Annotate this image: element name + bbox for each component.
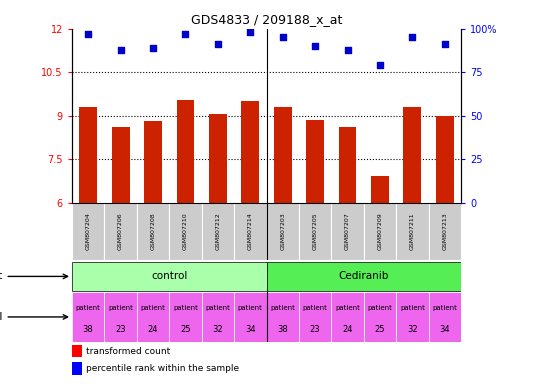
Bar bbox=[266, 203, 299, 260]
Text: GSM807212: GSM807212 bbox=[215, 213, 220, 250]
Bar bbox=[104, 203, 137, 260]
Point bbox=[116, 46, 125, 53]
Bar bbox=[274, 107, 292, 203]
Text: Cediranib: Cediranib bbox=[338, 271, 389, 281]
Text: GSM807214: GSM807214 bbox=[248, 213, 253, 250]
Bar bbox=[176, 100, 195, 203]
Text: patient: patient bbox=[238, 305, 263, 311]
Bar bbox=[371, 177, 389, 203]
Bar bbox=[137, 292, 169, 342]
Point bbox=[311, 43, 319, 49]
Bar bbox=[209, 114, 227, 203]
Text: agent: agent bbox=[0, 271, 68, 281]
Bar bbox=[332, 203, 364, 260]
Bar bbox=[299, 292, 332, 342]
Point bbox=[441, 41, 449, 48]
Text: GSM807209: GSM807209 bbox=[377, 213, 383, 250]
Text: patient: patient bbox=[400, 305, 425, 311]
Bar bbox=[403, 107, 421, 203]
Bar bbox=[299, 203, 332, 260]
Text: 32: 32 bbox=[213, 325, 223, 334]
Text: GSM807205: GSM807205 bbox=[313, 213, 318, 250]
Bar bbox=[169, 203, 201, 260]
Bar bbox=[429, 292, 461, 342]
Text: patient: patient bbox=[76, 305, 101, 311]
Bar bbox=[169, 292, 201, 342]
Bar bbox=[104, 292, 137, 342]
Text: patient: patient bbox=[368, 305, 392, 311]
Bar bbox=[234, 203, 266, 260]
Point bbox=[343, 46, 352, 53]
Bar bbox=[364, 203, 396, 260]
Point bbox=[278, 35, 287, 41]
Bar bbox=[112, 127, 130, 203]
Text: 23: 23 bbox=[115, 325, 126, 334]
Text: 34: 34 bbox=[440, 325, 450, 334]
Bar bbox=[436, 116, 454, 203]
Point bbox=[84, 31, 92, 37]
Text: 24: 24 bbox=[148, 325, 158, 334]
Text: patient: patient bbox=[432, 305, 457, 311]
Bar bbox=[234, 292, 266, 342]
Bar bbox=[201, 292, 234, 342]
Bar bbox=[79, 107, 97, 203]
Bar bbox=[144, 121, 162, 203]
Bar bbox=[201, 203, 234, 260]
Point bbox=[214, 41, 222, 48]
Text: GSM807211: GSM807211 bbox=[410, 213, 415, 250]
Bar bbox=[72, 292, 104, 342]
Bar bbox=[306, 120, 324, 203]
Text: 38: 38 bbox=[83, 325, 94, 334]
Point bbox=[408, 35, 417, 41]
Text: GSM807203: GSM807203 bbox=[280, 213, 285, 250]
Text: patient: patient bbox=[205, 305, 230, 311]
Bar bbox=[396, 203, 429, 260]
Text: patient: patient bbox=[335, 305, 360, 311]
Text: GSM807206: GSM807206 bbox=[118, 213, 123, 250]
Text: transformed count: transformed count bbox=[86, 347, 170, 356]
Text: GSM807208: GSM807208 bbox=[150, 213, 156, 250]
Bar bbox=[72, 203, 104, 260]
Bar bbox=[137, 203, 169, 260]
Bar bbox=[338, 127, 357, 203]
Point bbox=[246, 29, 255, 35]
Bar bbox=[332, 292, 364, 342]
Point bbox=[181, 31, 190, 37]
Text: control: control bbox=[151, 271, 188, 281]
Text: 24: 24 bbox=[342, 325, 353, 334]
Text: GSM807210: GSM807210 bbox=[183, 213, 188, 250]
Text: 34: 34 bbox=[245, 325, 256, 334]
Point bbox=[376, 62, 384, 68]
Bar bbox=[266, 292, 299, 342]
Bar bbox=[266, 262, 461, 291]
Bar bbox=[396, 292, 429, 342]
Text: GSM807213: GSM807213 bbox=[442, 213, 447, 250]
Title: GDS4833 / 209188_x_at: GDS4833 / 209188_x_at bbox=[191, 13, 342, 26]
Bar bbox=[72, 345, 82, 357]
Bar bbox=[364, 292, 396, 342]
Text: GSM807207: GSM807207 bbox=[345, 213, 350, 250]
Text: 23: 23 bbox=[310, 325, 320, 334]
Text: 25: 25 bbox=[180, 325, 191, 334]
Bar bbox=[72, 362, 82, 374]
Text: percentile rank within the sample: percentile rank within the sample bbox=[86, 364, 239, 373]
Text: patient: patient bbox=[303, 305, 328, 311]
Text: 38: 38 bbox=[277, 325, 288, 334]
Text: patient: patient bbox=[270, 305, 295, 311]
Text: patient: patient bbox=[108, 305, 133, 311]
Text: patient: patient bbox=[141, 305, 165, 311]
Point bbox=[149, 45, 157, 51]
Text: 25: 25 bbox=[375, 325, 385, 334]
Bar bbox=[429, 203, 461, 260]
Text: patient: patient bbox=[173, 305, 198, 311]
Text: individual: individual bbox=[0, 312, 68, 322]
Text: GSM807204: GSM807204 bbox=[86, 213, 91, 250]
Text: 32: 32 bbox=[407, 325, 418, 334]
Bar bbox=[72, 262, 266, 291]
Bar bbox=[241, 101, 259, 203]
